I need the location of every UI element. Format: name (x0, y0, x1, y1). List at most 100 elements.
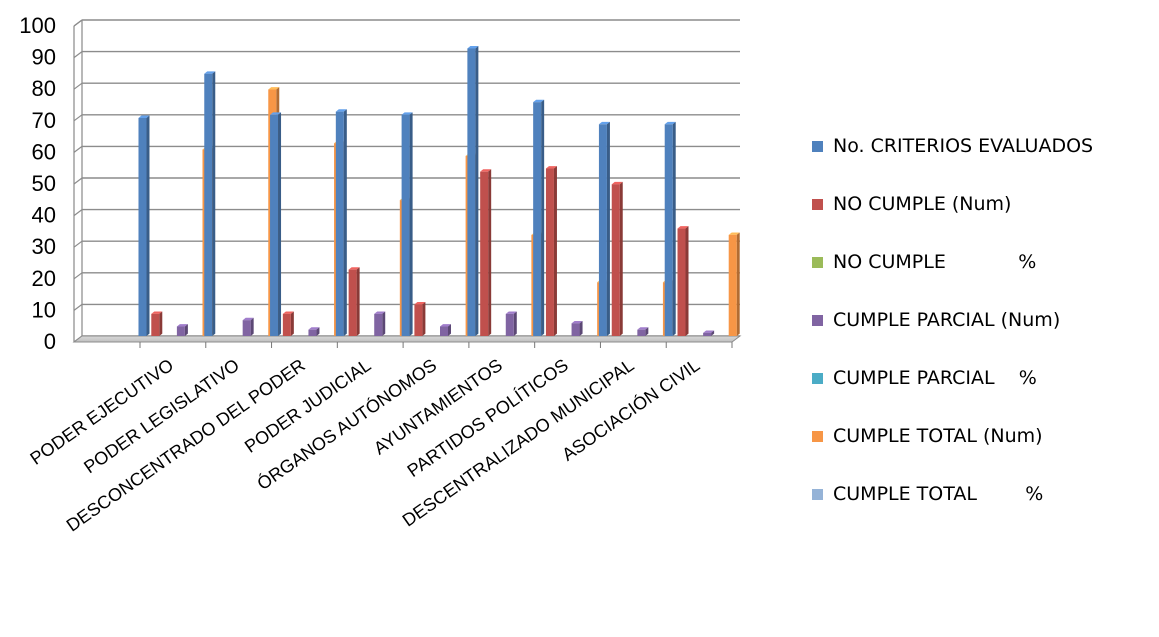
bar-top (467, 46, 479, 49)
bar-side (672, 121, 676, 336)
bar-front (242, 320, 251, 336)
bar (401, 112, 413, 337)
gridline-side (73, 272, 83, 280)
bar-side (343, 109, 347, 337)
gridline-side (73, 51, 83, 59)
chart-floor (72, 335, 742, 348)
bar (545, 166, 557, 336)
bar (270, 112, 282, 337)
bar-front (204, 73, 213, 336)
bar-front (374, 313, 383, 336)
legend-label: CUMPLE PARCIAL (Num) (833, 309, 1060, 331)
bar-side (278, 112, 282, 337)
bar-top (637, 327, 649, 330)
bar-top (335, 109, 347, 112)
bar-front (728, 234, 737, 336)
legend-swatch (812, 257, 823, 268)
bar (637, 327, 649, 336)
gridline-side (73, 145, 83, 153)
bar (505, 311, 517, 336)
bar-side (513, 311, 517, 336)
bar-front (545, 168, 554, 336)
gridline-side (73, 19, 83, 27)
bar-side (606, 121, 610, 336)
bar-top (728, 232, 740, 235)
legend-swatch (812, 431, 823, 442)
bar-side (250, 317, 254, 336)
floor-plane (72, 335, 742, 343)
bar-front (348, 269, 357, 336)
bar-top (374, 311, 386, 314)
legend-swatch (812, 373, 823, 384)
bar-front (282, 313, 291, 336)
bar-side (356, 267, 360, 336)
bar-side (736, 232, 740, 336)
bar-front (637, 329, 646, 336)
bar-front (467, 48, 476, 336)
bar-top (677, 226, 689, 229)
legend-label: NO CUMPLE (Num) (833, 193, 1011, 215)
legend-label: NO CUMPLE % (833, 251, 1036, 273)
bar-front (533, 102, 542, 336)
bar-front (505, 313, 514, 336)
bar-top (401, 112, 413, 115)
bar (138, 115, 150, 337)
bar (308, 327, 320, 336)
legend-swatch (812, 489, 823, 500)
bar-side (488, 169, 492, 336)
bar-top (282, 311, 294, 314)
bar-top (703, 330, 715, 333)
bar-side (475, 46, 479, 336)
legend-entry: No. CRITERIOS EVALUADOS (812, 135, 1093, 157)
bar-front (571, 323, 580, 336)
bar-side (316, 327, 320, 336)
bar (348, 267, 360, 336)
gridline-side (73, 240, 83, 248)
bar-front (598, 124, 607, 336)
bar-top (204, 71, 216, 74)
bar-top (242, 317, 254, 321)
gridline-side (73, 114, 83, 122)
bar-side (159, 311, 163, 336)
y-tick-label: 90 (32, 45, 56, 70)
legend-entry: CUMPLE PARCIAL (Num) (812, 309, 1060, 331)
bar-side (290, 311, 294, 336)
bar-top (571, 320, 583, 324)
bar-front (703, 332, 712, 336)
legend: No. CRITERIOS EVALUADOS NO CUMPLE (Num) NO… (812, 135, 1093, 505)
y-tick-label: 10 (32, 297, 56, 322)
bar-side (619, 181, 623, 336)
bar-top (545, 166, 557, 169)
bar-side (212, 71, 216, 336)
bar-top (480, 169, 492, 172)
bar (571, 320, 583, 336)
bar (374, 311, 386, 336)
bar-side (541, 99, 545, 336)
y-tick-label: 60 (32, 139, 56, 164)
y-tick-label: 20 (32, 266, 56, 291)
y-tick-label: 40 (32, 203, 56, 228)
bar-top (414, 302, 426, 305)
gridline-side (73, 209, 83, 217)
bar (151, 311, 163, 336)
bar (204, 71, 216, 336)
bar-front (151, 313, 160, 336)
bar-front (308, 329, 317, 336)
bar (664, 121, 676, 336)
bar-front (176, 326, 185, 336)
legend-entry: CUMPLE TOTAL % (812, 483, 1043, 505)
bar (242, 317, 254, 336)
bar-front (270, 114, 279, 336)
legend-swatch (812, 315, 823, 326)
bar-top (440, 324, 451, 327)
gridline-side (73, 177, 83, 185)
bar-side (553, 166, 557, 336)
bar-front (611, 184, 620, 336)
bar-top (138, 115, 150, 118)
bar (335, 109, 347, 337)
bar (598, 121, 610, 336)
legend-entry: NO CUMPLE % (812, 251, 1036, 273)
legend-label: CUMPLE TOTAL % (833, 483, 1043, 505)
